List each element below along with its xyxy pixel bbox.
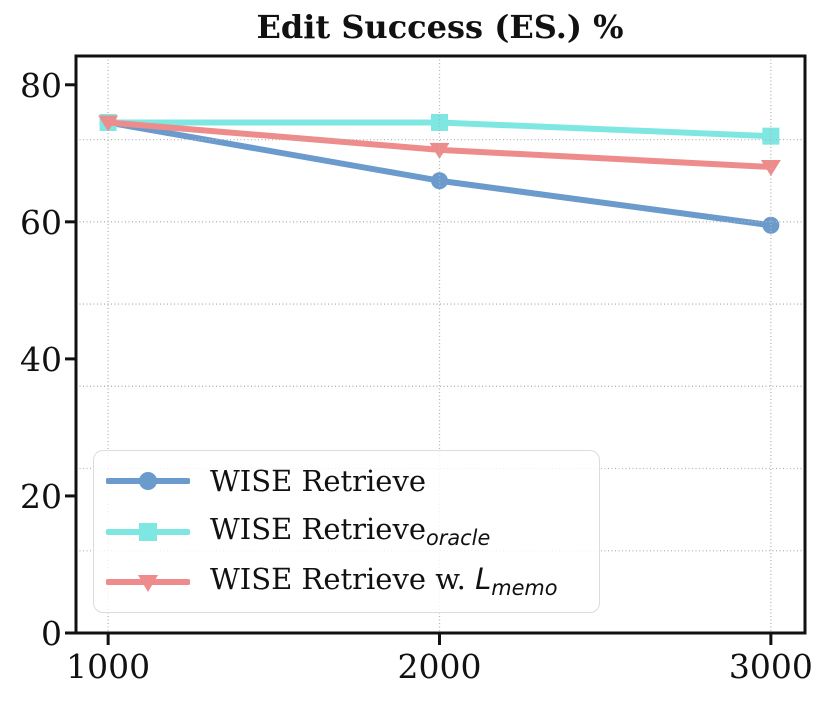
x-tick-label: 2000 <box>398 647 482 686</box>
legend-label: WISE Retrieve <box>210 463 427 498</box>
legend-item: WISE Retrieve <box>106 457 589 505</box>
y-tick-label: 20 <box>20 477 62 516</box>
legend-item: WISE Retrieve w. Lmemo <box>106 558 589 606</box>
x-tick-label: 3000 <box>729 647 813 686</box>
legend-swatch-circle-icon <box>106 472 190 491</box>
y-tick-label: 40 <box>20 340 62 379</box>
legend-label-part: WISE Retrieve <box>210 463 427 498</box>
legend-label-part: WISE Retrieve <box>210 511 427 546</box>
legend: WISE Retrieve WISE Retrieveoracle WISE Ret… <box>93 450 600 613</box>
series-0-marker <box>762 216 780 234</box>
series-0-marker <box>431 172 449 190</box>
legend-swatch-square-icon <box>106 522 190 541</box>
legend-label: WISE Retrieve w. Lmemo <box>210 561 558 600</box>
legend-square-icon <box>139 522 157 541</box>
x-tick-label: 1000 <box>66 647 150 686</box>
y-tick-label: 0 <box>41 614 62 653</box>
legend-label-part: oracle <box>426 525 491 550</box>
y-tick-label: 60 <box>20 203 62 242</box>
legend-label-part: L <box>475 561 492 596</box>
series-1-marker <box>762 127 780 145</box>
legend-label-part: WISE Retrieve w. <box>210 561 476 596</box>
chart-title: Edit Success (ES.) % <box>256 8 623 46</box>
legend-swatch-triangle-down-icon <box>106 574 190 592</box>
legend-circle-icon <box>139 472 157 491</box>
series-1-marker <box>431 113 449 131</box>
y-tick-label: 80 <box>20 66 62 105</box>
legend-label-part: memo <box>491 575 558 600</box>
legend-label: WISE Retrieveoracle <box>210 511 491 550</box>
legend-item: WISE Retrieveoracle <box>106 508 589 556</box>
legend-triangle-down-icon <box>138 574 158 592</box>
